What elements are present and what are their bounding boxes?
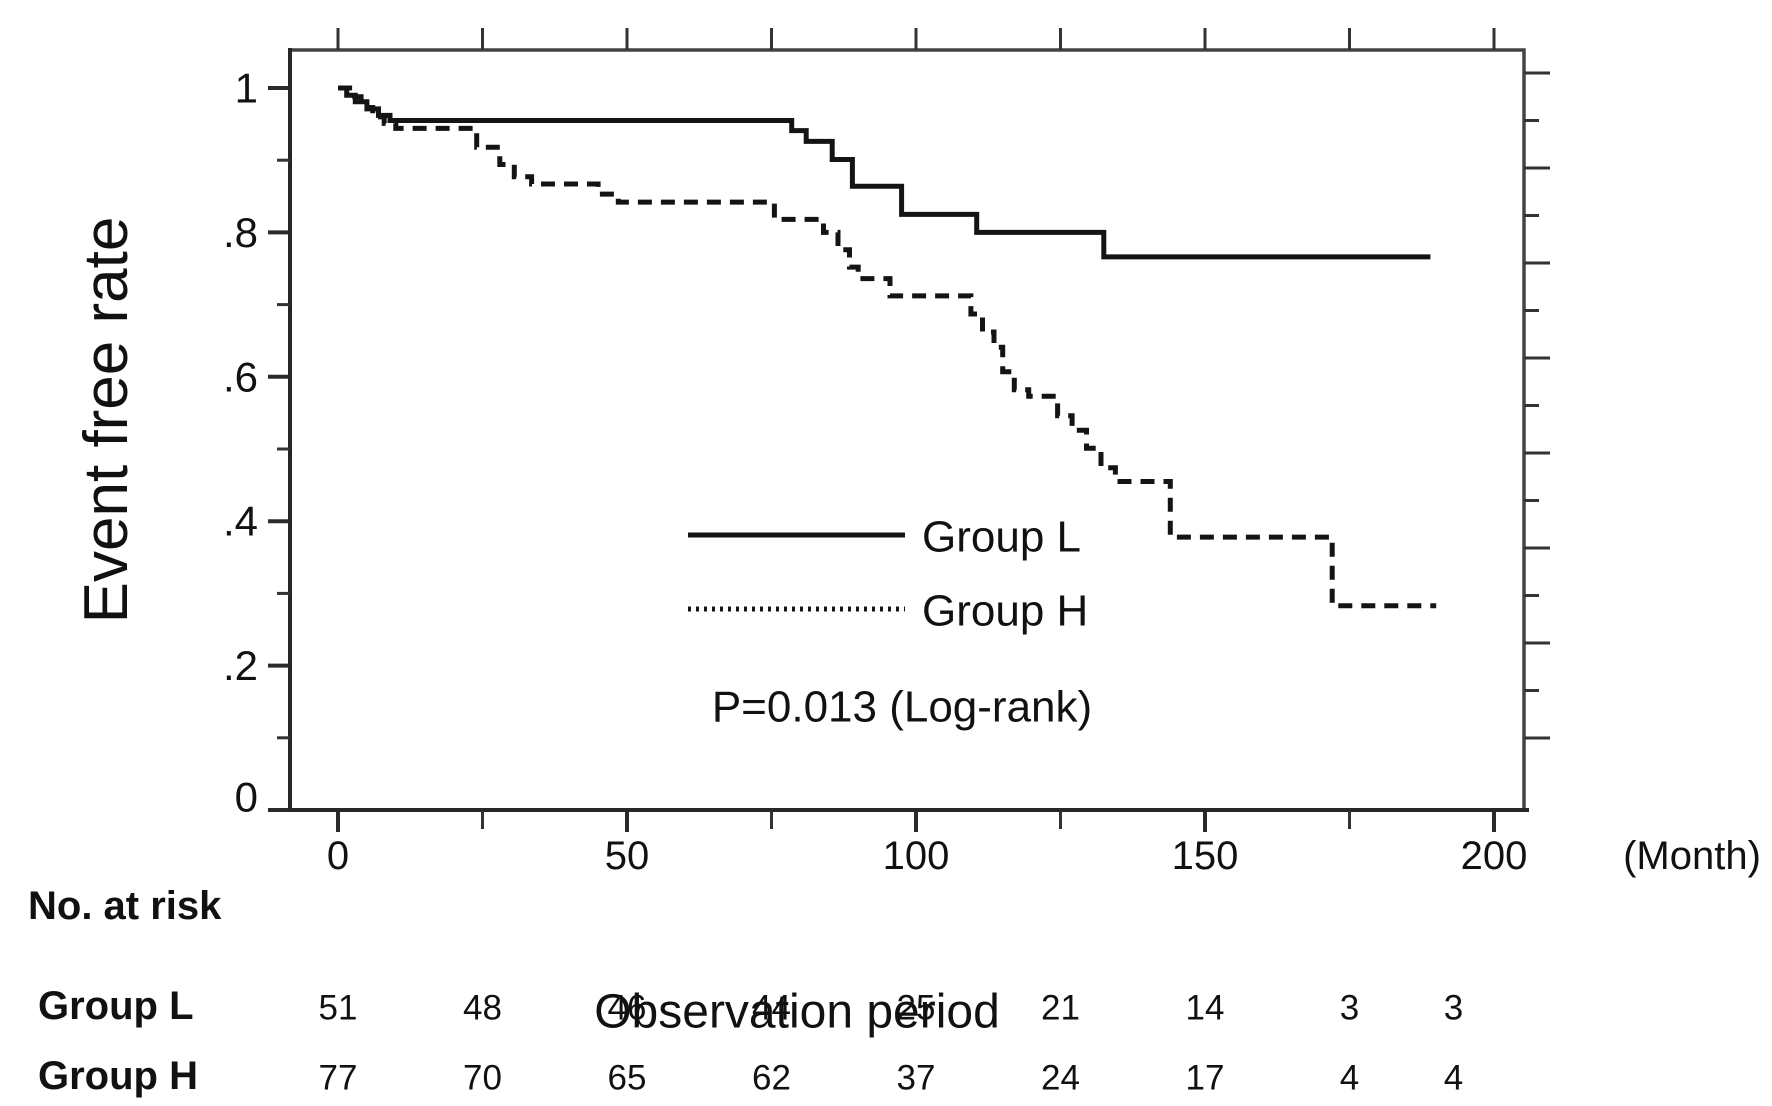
month-unit-label: (Month) (1623, 834, 1761, 878)
y-tick-labels: 1 .8 .6 .4 .2 0 (223, 65, 258, 821)
risk-count: 4 (1444, 1059, 1463, 1098)
legend: Group L Group H P=0.013 (Log-rank) (688, 513, 1092, 732)
risk-table: No. at risk Group L Group H 51 48 46 44 25 21… (28, 884, 1463, 1098)
x-tick-label: 150 (1172, 834, 1239, 878)
risk-count: 70 (463, 1059, 502, 1098)
top-ticks (336, 28, 1496, 50)
risk-count: 51 (319, 989, 358, 1028)
curves (338, 85, 1437, 609)
x-tick-labels: 0 50 100 150 200 (327, 834, 1528, 878)
risk-count: 37 (897, 1059, 936, 1098)
x-tick-label: 200 (1461, 834, 1528, 878)
x-tick-label: 100 (883, 834, 950, 878)
y-tick-label: 1 (235, 65, 258, 112)
risk-count: 25 (897, 989, 936, 1028)
risk-count: 44 (752, 989, 791, 1028)
right-ticks (1524, 71, 1550, 740)
legend-label-group-l: Group L (922, 513, 1081, 562)
y-tick-label: .8 (223, 209, 258, 256)
y-tick-label: 0 (235, 774, 258, 821)
y-tick-label: .2 (223, 642, 258, 689)
risk-values-group-l: 51 48 46 44 25 21 14 3 3 (319, 989, 1464, 1028)
risk-count: 46 (608, 989, 647, 1028)
risk-count: 3 (1340, 989, 1359, 1028)
y-tick-label: .4 (223, 498, 258, 545)
p-value-annotation: P=0.013 (Log-rank) (712, 683, 1092, 732)
y-axis-title: Event free rate (72, 217, 141, 624)
risk-count: 62 (752, 1059, 791, 1098)
risk-count: 17 (1186, 1059, 1225, 1098)
y-tick-label: .6 (223, 353, 258, 400)
x-tick-label: 0 (327, 834, 349, 878)
risk-count: 14 (1186, 989, 1225, 1028)
risk-count: 21 (1041, 989, 1080, 1028)
curve-group-l (338, 85, 1431, 260)
left-ticks (268, 86, 290, 812)
risk-table-header: No. at risk (28, 884, 222, 928)
risk-count: 3 (1444, 989, 1463, 1028)
risk-values-group-h: 77 70 65 62 37 24 17 4 4 (319, 1059, 1464, 1098)
risk-count: 48 (463, 989, 502, 1028)
legend-label-group-h: Group H (922, 587, 1088, 636)
risk-count: 24 (1041, 1059, 1080, 1098)
x-tick-label: 50 (605, 834, 650, 878)
curve-group-h (338, 85, 1437, 609)
risk-count: 65 (608, 1059, 647, 1098)
x-axis-title: Observation period (594, 986, 1000, 1039)
risk-count: 4 (1340, 1059, 1359, 1098)
bottom-ticks (336, 811, 1496, 832)
risk-row-label-group-h: Group H (38, 1054, 198, 1098)
risk-row-label-group-l: Group L (38, 984, 194, 1028)
risk-count: 77 (319, 1059, 358, 1098)
